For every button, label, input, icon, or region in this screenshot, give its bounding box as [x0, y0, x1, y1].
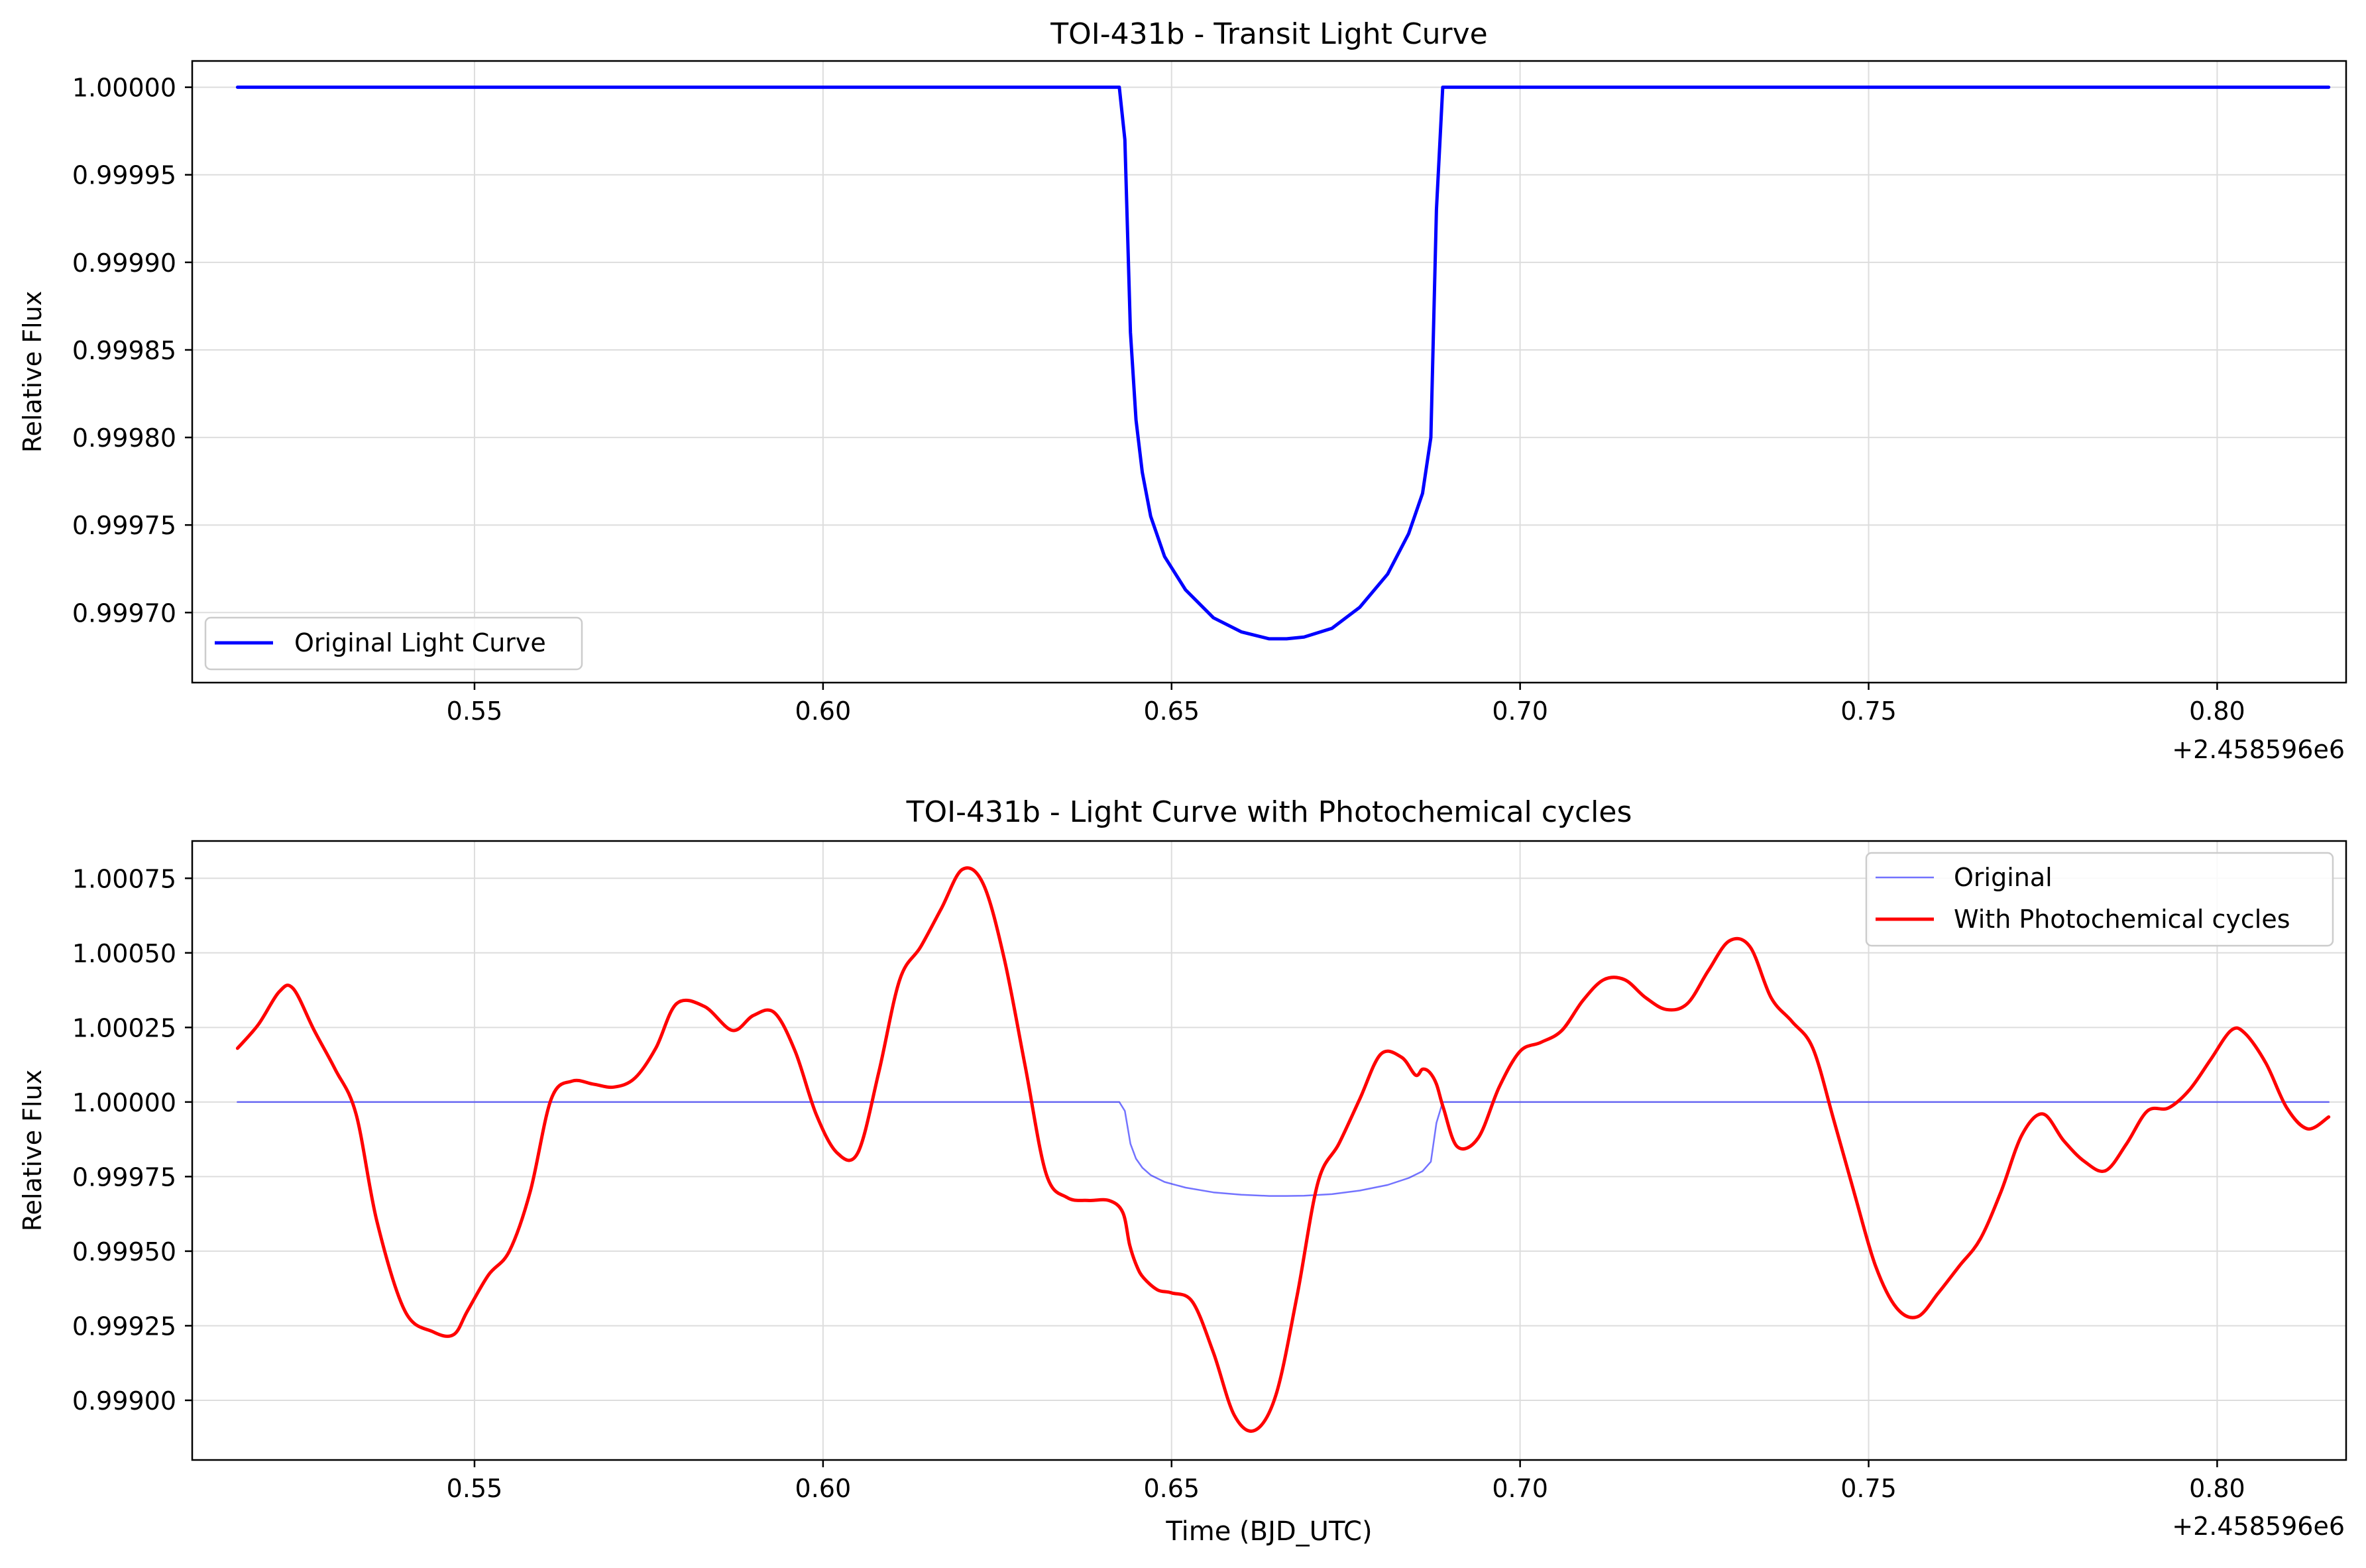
- bottom-x-axis-label: Time (BJD_UTC): [1165, 1516, 1372, 1547]
- bottom-chart-title: TOI-431b - Light Curve with Photochemica…: [906, 795, 1632, 829]
- bottom-y-tick-label: 0.99925: [72, 1312, 176, 1341]
- top-legend-box: [204, 616, 583, 671]
- top-legend: Original Light Curve: [204, 616, 583, 671]
- bottom-x-tick-label: 0.70: [1492, 1474, 1548, 1503]
- bottom-x-ticks: 0.55 0.60 0.65 0.70 0.75 0.80: [447, 1460, 2245, 1503]
- top-x-offset-label: +2.458596e6: [2172, 735, 2345, 764]
- top-x-tick-label: 0.70: [1492, 697, 1548, 726]
- bottom-y-ticks: 0.99900 0.99925 0.99950 0.99975 1.00000 1.000…: [72, 864, 192, 1416]
- bottom-y-tick-label: 0.99975: [72, 1162, 176, 1192]
- top-series: [235, 85, 2331, 641]
- top-x-ticks: 0.55 0.60 0.65 0.70 0.75 0.80: [447, 683, 2245, 726]
- bottom-legend-box: [1865, 852, 2334, 947]
- top-legend-label-original-light-curve: Original Light Curve: [294, 628, 546, 657]
- bottom-series: [235, 866, 2331, 1433]
- top-x-tick-label: 0.55: [447, 697, 503, 726]
- bottom-y-tick-label: 1.00000: [72, 1088, 176, 1117]
- bottom-x-offset-label: +2.458596e6: [2172, 1512, 2345, 1541]
- top-y-axis-label: Relative Flux: [18, 291, 47, 453]
- bottom-x-tick-label: 0.60: [795, 1474, 852, 1503]
- top-chart-title: TOI-431b - Transit Light Curve: [1050, 17, 1487, 51]
- bottom-series-line-original: [237, 1101, 2330, 1197]
- photochemical-light-curve-chart: 0.55 0.60 0.65 0.70 0.75 0.80 0.999000.999250…: [18, 795, 2347, 1547]
- top-x-tick-label: 0.75: [1840, 697, 1897, 726]
- top-series-line-original-light-curve: [235, 85, 2331, 641]
- bottom-legend: Original With Photochemical cycles: [1865, 852, 2334, 947]
- top-y-tick-label: 0.99985: [72, 336, 176, 365]
- top-x-tick-label: 0.80: [2189, 697, 2245, 726]
- bottom-y-tick-label: 1.00075: [72, 864, 176, 893]
- top-y-ticks: 0.99970 0.99975 0.99980 0.99985 0.99990 0.999…: [72, 74, 192, 628]
- bottom-y-axis-label: Relative Flux: [18, 1070, 47, 1231]
- top-x-tick-label: 0.60: [795, 697, 852, 726]
- bottom-y-tick-label: 1.00025: [72, 1013, 176, 1042]
- top-y-tick-label: 0.99995: [72, 161, 176, 190]
- bottom-series-line-with-photochemical-cycles: [235, 866, 2331, 1433]
- top-x-tick-label: 0.65: [1143, 697, 1200, 726]
- bottom-y-tick-label: 0.99950: [72, 1237, 176, 1266]
- top-y-tick-label: 0.99980: [72, 423, 176, 453]
- bottom-axes-frame: [191, 840, 2347, 1461]
- bottom-x-tick-label: 0.55: [447, 1474, 503, 1503]
- bottom-x-tick-label: 0.75: [1840, 1474, 1897, 1503]
- bottom-y-tick-label: 0.99900: [72, 1386, 176, 1416]
- top-axes-frame: [191, 60, 2347, 684]
- transit-light-curve-chart: 0.55 0.60 0.65 0.70 0.75 0.80 0.999700.999750…: [18, 17, 2347, 764]
- top-y-tick-label: 0.99970: [72, 598, 176, 628]
- bottom-x-tick-label: 0.80: [2189, 1474, 2245, 1503]
- top-y-tick-label: 0.99990: [72, 249, 176, 278]
- bottom-legend-label-original: Original: [1954, 863, 2053, 892]
- top-y-tick-label: 1.00000: [72, 74, 176, 103]
- bottom-y-tick-label: 1.00050: [72, 939, 176, 968]
- bottom-x-tick-label: 0.65: [1143, 1474, 1200, 1503]
- top-y-tick-label: 0.99975: [72, 511, 176, 540]
- bottom-legend-label-photochemical: With Photochemical cycles: [1954, 905, 2290, 934]
